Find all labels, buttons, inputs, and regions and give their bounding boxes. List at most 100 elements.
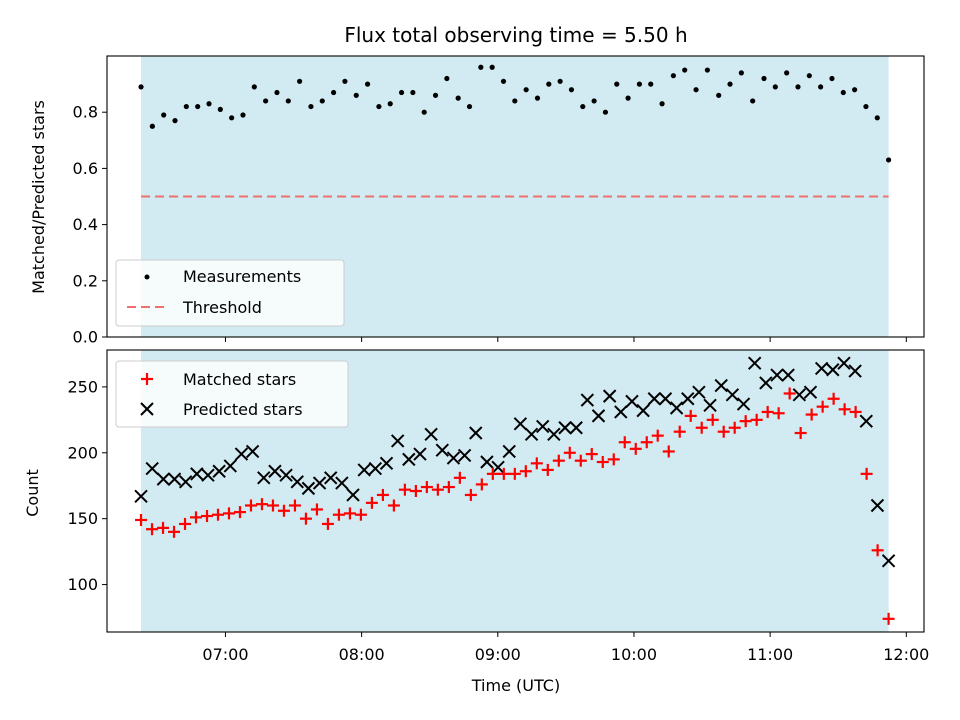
count-y-ticks: 100 150 200 250 (67, 377, 107, 594)
predicted-star-point (636, 403, 650, 418)
predicted-star-point (268, 464, 282, 478)
measurement-point (240, 112, 246, 118)
measurement-point (172, 118, 178, 124)
predicted-star-point (279, 468, 293, 482)
predicted-star-point (257, 471, 271, 485)
measurement-points (138, 64, 892, 163)
matched-star-point (519, 465, 532, 478)
measurement-point (704, 67, 710, 73)
ratio-x-ticks (224, 337, 907, 342)
matched-star-point (607, 453, 620, 466)
matched-star-point (739, 415, 752, 428)
matched-star-points (135, 387, 895, 625)
predicted-star-point (234, 447, 249, 461)
predicted-star-point (524, 427, 539, 442)
measurement-point (750, 98, 756, 104)
measurement-point (161, 112, 167, 118)
matched-star-point (783, 387, 796, 400)
measurement-point (557, 78, 563, 84)
count-y-tick-label: 200 (67, 443, 98, 462)
measurement-point (840, 89, 846, 96)
measurement-point (353, 92, 359, 98)
measurement-point (149, 123, 155, 129)
matched-star-point (299, 512, 312, 525)
measurement-point (138, 84, 144, 90)
predicted-star-point (413, 447, 427, 461)
predicted-star-point (190, 467, 204, 481)
matched-star-point (838, 403, 851, 416)
predicted-star-point (145, 461, 159, 476)
measurement-point (489, 64, 495, 70)
x-tick-label: 07:00 (202, 645, 248, 664)
matched-star-point (420, 481, 433, 494)
count-y-tick-label: 150 (67, 509, 98, 528)
matched-star-point (794, 427, 807, 440)
matched-star-point (376, 488, 389, 501)
measurement-point (784, 70, 790, 76)
matched-star-point (827, 392, 840, 405)
matched-star-point (190, 511, 203, 524)
predicted-star-point (301, 481, 316, 496)
predicted-star-point (134, 489, 148, 503)
measurement-point (319, 98, 325, 104)
measurement-point (818, 84, 824, 90)
matched-star-point (728, 421, 741, 434)
predicted-star-point (859, 414, 873, 428)
measurement-point (852, 87, 858, 93)
measurement-point (727, 81, 733, 87)
measurement-point (636, 81, 643, 87)
measurement-point (795, 84, 801, 90)
measurement-point (761, 75, 767, 82)
predicted-star-point (614, 405, 628, 419)
matched-star-point (508, 467, 521, 480)
predicted-star-point (770, 368, 784, 382)
matched-star-point (157, 521, 170, 534)
predicted-star-point (446, 451, 461, 465)
predicted-star-point (669, 401, 684, 415)
matched-star-point (233, 506, 246, 519)
predicted-star-point (580, 393, 595, 407)
measurement-point (274, 89, 280, 96)
matched-star-point (475, 478, 488, 491)
predicted-star-point (156, 472, 171, 486)
matched-star-point (673, 425, 686, 438)
matched-star-point (288, 499, 301, 512)
measurement-point (183, 103, 189, 110)
x-tick-label: 09:00 (475, 645, 521, 664)
matched-star-point (244, 499, 257, 512)
threshold-legend-label: Threshold (182, 298, 262, 317)
ratio-panel: 0.00.20.40.60.8 Matched/Predicted stars … (29, 55, 925, 347)
matched-star-point (409, 485, 422, 497)
matched-star-point (651, 429, 664, 442)
predicted-star-point (513, 417, 528, 431)
predicted-star-point (692, 385, 706, 399)
matched-star-point (431, 483, 444, 496)
predicted-star-point (814, 361, 829, 376)
predicted-star-point (803, 385, 818, 399)
measurement-point (251, 84, 257, 90)
predicted-stars-legend-marker (140, 402, 154, 416)
matched-star-point (497, 467, 510, 480)
measurement-point (308, 103, 314, 110)
predicted-star-point (714, 378, 728, 393)
matched-star-point (717, 425, 730, 438)
measurement-point (716, 92, 722, 98)
predicted-star-point (837, 356, 851, 370)
count-y-tick-label: 250 (67, 377, 98, 396)
predicted-star-point (368, 461, 383, 476)
predicted-star-point (335, 476, 349, 490)
predicted-star-point (569, 421, 583, 435)
ratio-y-ticks: 0.0 0.2 0.4 0.6 0.8 (73, 103, 107, 347)
predicted-star-point (826, 363, 840, 377)
measurement-point (568, 87, 575, 93)
measurement-point (829, 75, 835, 82)
predicted-star-point (781, 368, 795, 382)
predicted-star-point (491, 460, 505, 474)
count-y-tick-label: 100 (67, 575, 98, 594)
matched-star-point (629, 442, 642, 455)
matched-star-point (168, 525, 181, 538)
predicted-star-point (591, 409, 606, 423)
measurement-point (444, 75, 450, 82)
x-axis-label: Time (UTC) (471, 676, 560, 695)
